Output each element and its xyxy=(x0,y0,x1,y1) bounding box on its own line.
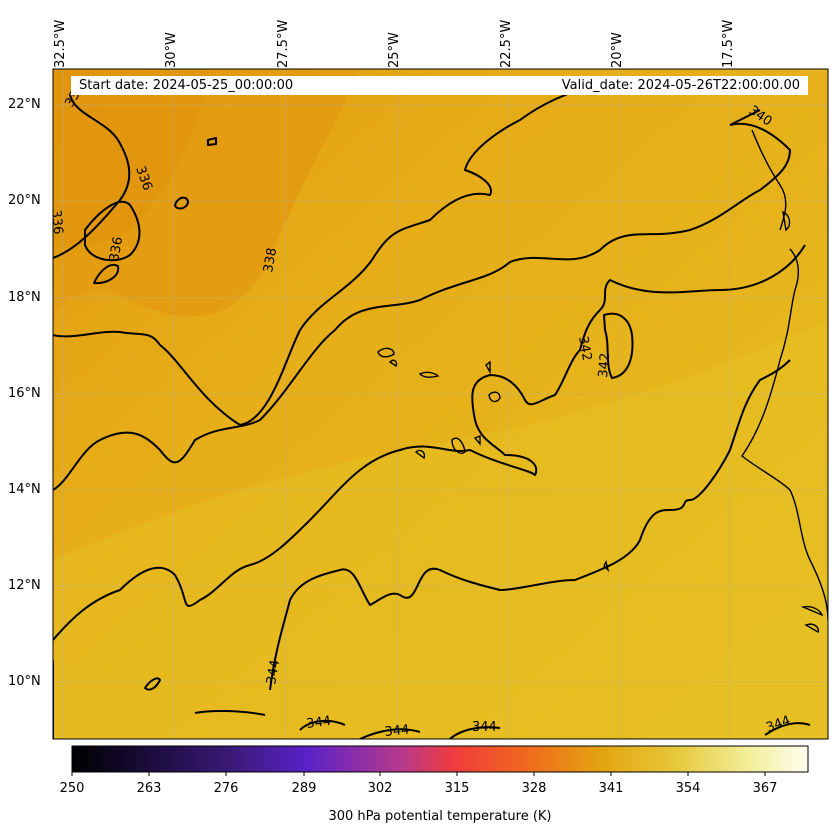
colorbar-label: 300 hPa potential temperature (K) xyxy=(328,809,552,824)
contour-label: 338 xyxy=(261,247,280,274)
longitude-label: 32.5°W xyxy=(53,19,68,68)
colorbar-tick-label: 289 xyxy=(291,781,317,796)
longitude-label: 17.5°W xyxy=(721,19,736,68)
island-santo-antao xyxy=(377,347,395,358)
island-boa-vista xyxy=(488,391,501,403)
west-african-coastline xyxy=(741,248,828,621)
contour-label: 344 xyxy=(305,714,332,732)
latitude-label: 18°N xyxy=(8,290,41,305)
latitude-label: 14°N xyxy=(8,482,41,497)
longitude-label: 30°W xyxy=(164,32,179,68)
latitude-label: 20°N xyxy=(8,193,41,208)
contour-label: 344 xyxy=(264,659,283,686)
colorbar-tick-label: 367 xyxy=(752,781,778,796)
longitude-label: 25°W xyxy=(387,32,402,68)
island-fogo xyxy=(414,449,426,460)
darkest-region xyxy=(53,69,210,250)
colorbar-tick-label: 328 xyxy=(521,781,547,796)
contour-label: 336 xyxy=(107,236,126,263)
high-theta-region xyxy=(53,320,828,739)
colorbar-tick-label: 354 xyxy=(675,781,701,796)
contour-lines xyxy=(53,80,811,739)
contour-label: 336 xyxy=(48,209,65,235)
graticule xyxy=(53,69,828,739)
colorbar-ticks xyxy=(71,772,766,776)
latitude-label: 22°N xyxy=(8,97,41,112)
start-date: Start date: 2024-05-25_00:00:00 xyxy=(79,78,294,93)
colorbar-tick-label: 302 xyxy=(367,781,393,796)
latitude-label: 10°N xyxy=(8,674,41,689)
colorbar-tick-label: 315 xyxy=(444,781,470,796)
contour-label: 344 xyxy=(384,722,410,740)
colorbar-tick-label: 276 xyxy=(213,781,239,796)
island-maio xyxy=(473,434,481,446)
island-sal xyxy=(485,360,491,375)
contour-label: 344 xyxy=(472,720,497,735)
contour-label: 342 xyxy=(596,352,613,378)
colorbar-tick-label: 263 xyxy=(136,781,162,796)
longitude-label: 27.5°W xyxy=(276,19,291,68)
map-frame xyxy=(52,68,829,740)
island-sao-nicolau xyxy=(418,371,440,379)
colorbar-tick-label: 341 xyxy=(598,781,624,796)
longitude-label: 22.5°W xyxy=(499,19,514,68)
contour-label: 342 xyxy=(575,335,594,362)
colorbar-tick-label: 250 xyxy=(59,781,85,796)
colorbar xyxy=(71,745,809,773)
land-outlines xyxy=(377,129,828,633)
valid-date: Valid_date: 2024-05-26T22:00:00.00 xyxy=(561,78,800,93)
latitude-label: 12°N xyxy=(8,578,41,593)
latitude-label: 16°N xyxy=(8,386,41,401)
island-santiago xyxy=(451,437,466,454)
island-sao-vicente xyxy=(388,359,398,368)
longitude-label: 20°W xyxy=(610,32,625,68)
date-info-box: Start date: 2024-05-25_00:00:00 Valid_da… xyxy=(71,76,808,95)
